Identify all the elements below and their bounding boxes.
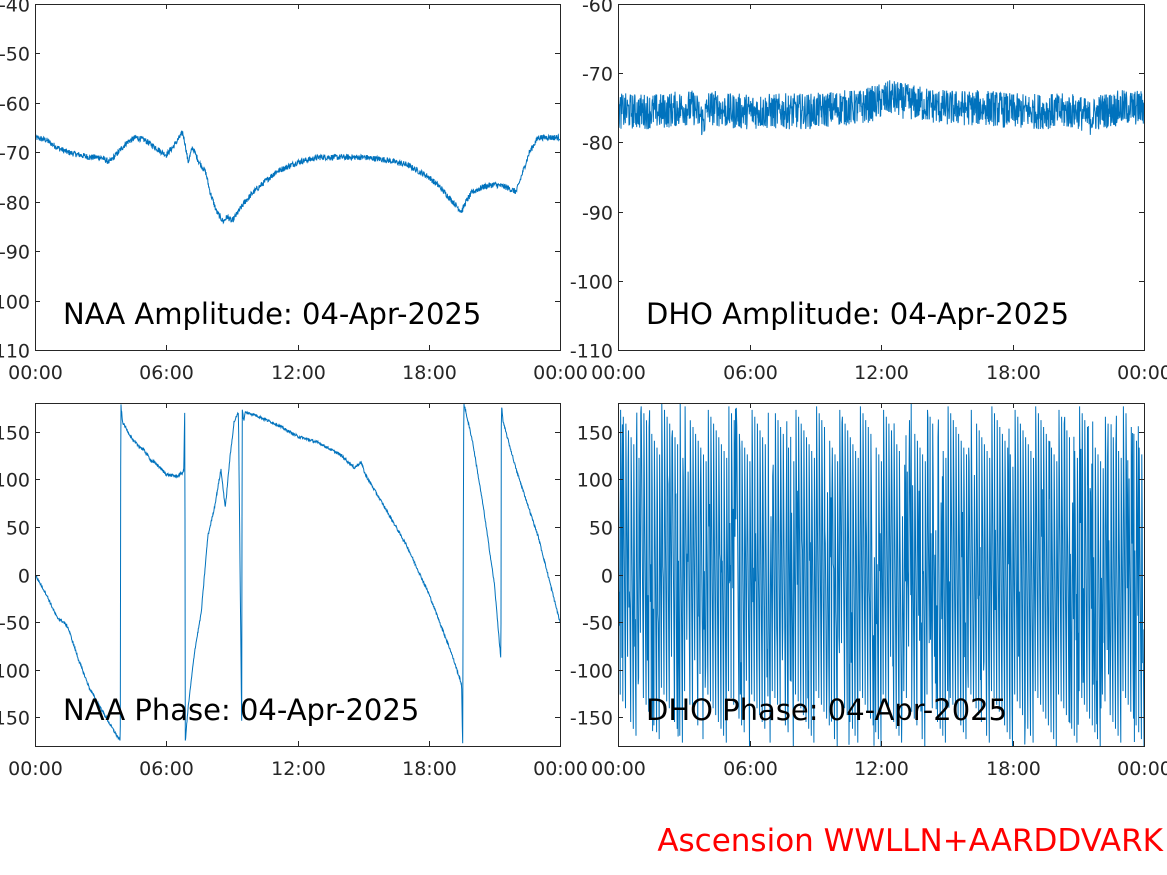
x-tick-label: 18:00 bbox=[402, 758, 457, 780]
x-tick-label: 00:00 bbox=[533, 758, 588, 780]
x-tick-label: 06:00 bbox=[139, 362, 194, 384]
y-tick-label: -40 bbox=[0, 0, 30, 17]
x-tick-label: 00:00 bbox=[1117, 758, 1167, 780]
series-line bbox=[35, 403, 560, 744]
x-tick-label: 00:00 bbox=[533, 362, 588, 384]
station-credit: Ascension WWLLN+AARDDVARK bbox=[657, 823, 1163, 859]
panel-title: NAA Amplitude: 04-Apr-2025 bbox=[63, 297, 481, 331]
x-tick-label: 06:00 bbox=[723, 362, 778, 384]
y-tick-label: -150 bbox=[570, 708, 613, 730]
x-tick-label: 12:00 bbox=[854, 758, 909, 780]
x-tick-label: 12:00 bbox=[271, 758, 326, 780]
y-tick-label: -100 bbox=[570, 661, 613, 683]
y-tick-label: -90 bbox=[582, 203, 613, 225]
series-line bbox=[618, 403, 1144, 746]
panel-title: DHO Phase: 04-Apr-2025 bbox=[646, 693, 1007, 727]
x-tick-label: 18:00 bbox=[986, 758, 1041, 780]
y-tick-label: 100 bbox=[577, 470, 613, 492]
y-tick-label: -80 bbox=[0, 193, 30, 215]
y-tick-label: 150 bbox=[0, 423, 30, 445]
y-tick-label: -70 bbox=[0, 143, 30, 165]
y-tick-label: 0 bbox=[601, 566, 613, 588]
y-tick-label: -50 bbox=[582, 613, 613, 635]
x-tick-label: 00:00 bbox=[591, 362, 646, 384]
x-tick-label: 12:00 bbox=[854, 362, 909, 384]
x-tick-label: 00:00 bbox=[8, 362, 63, 384]
x-tick-label: 00:00 bbox=[8, 758, 63, 780]
x-tick-label: 00:00 bbox=[1117, 362, 1167, 384]
panel-title: DHO Amplitude: 04-Apr-2025 bbox=[646, 297, 1069, 331]
panel-naa-phase: 150 100 50 0 -50 -100 -150 00:00 06:00 12:00 18:00… bbox=[0, 403, 588, 780]
y-tick-label: -60 bbox=[0, 94, 30, 116]
x-tick-label: 00:00 bbox=[591, 758, 646, 780]
y-tick-label: -100 bbox=[570, 272, 613, 294]
y-tick-label: -100 bbox=[0, 292, 30, 314]
x-tick-label: 18:00 bbox=[402, 362, 457, 384]
y-tick-label: -110 bbox=[570, 341, 613, 363]
y-tick-label: -60 bbox=[582, 0, 613, 17]
y-tick-label: -80 bbox=[582, 133, 613, 155]
panel-title: NAA Phase: 04-Apr-2025 bbox=[63, 693, 419, 727]
x-tick-label: 06:00 bbox=[723, 758, 778, 780]
y-tick-label: -150 bbox=[0, 708, 30, 730]
y-tick-label: 50 bbox=[6, 518, 30, 540]
series-line bbox=[618, 80, 1144, 136]
y-tick-label: 150 bbox=[577, 423, 613, 445]
y-tick-label: -50 bbox=[0, 44, 30, 66]
y-tick-label: -100 bbox=[0, 661, 30, 683]
y-tick-label: 0 bbox=[18, 566, 30, 588]
y-tick-label: -90 bbox=[0, 242, 30, 264]
y-tick-label: 50 bbox=[589, 518, 613, 540]
x-tick-label: 06:00 bbox=[139, 758, 194, 780]
y-tick-label: -110 bbox=[0, 341, 30, 363]
x-tick-label: 18:00 bbox=[986, 362, 1041, 384]
x-tick-label: 12:00 bbox=[271, 362, 326, 384]
series-line bbox=[35, 129, 560, 225]
y-tick-label: -70 bbox=[582, 64, 613, 86]
y-tick-label: 100 bbox=[0, 470, 30, 492]
panel-dho-phase: 150 100 50 0 -50 -100 -150 00:00 06:00 12:00 18:00… bbox=[570, 403, 1167, 780]
y-tick-label: -50 bbox=[0, 613, 30, 635]
panel-naa-amplitude: -40-50-60-70-80-90-100-11000:0006:0012:0… bbox=[0, 0, 588, 384]
